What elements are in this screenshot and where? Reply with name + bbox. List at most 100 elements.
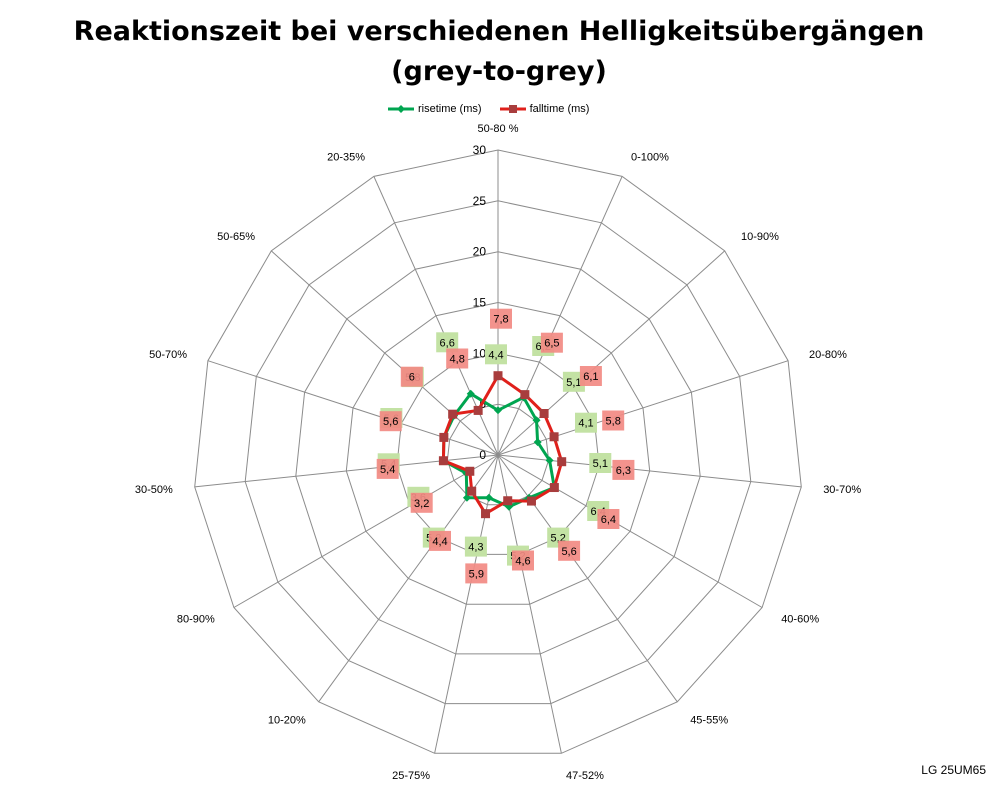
category-label: 30-70% — [823, 484, 861, 496]
category-label: 25-75% — [392, 770, 430, 782]
grid-ring — [194, 149, 802, 754]
svg-text:5,8: 5,8 — [606, 416, 621, 428]
legend-item-risetime: risetime (ms) — [388, 103, 482, 115]
falltime-point — [539, 409, 549, 419]
falltime-data-label: 6,1 — [579, 366, 602, 386]
risetime-data-label: 5,1 — [589, 453, 612, 473]
grid-spoke — [233, 454, 499, 608]
falltime-point — [549, 483, 559, 493]
falltime-data-label: 5,6 — [558, 540, 581, 561]
legend-item-falltime: falltime (ms) — [499, 103, 590, 115]
falltime-data-label: 5,6 — [379, 411, 402, 432]
svg-text:5,6: 5,6 — [383, 416, 398, 428]
category-label: 40-60% — [781, 614, 819, 626]
grid-spoke — [194, 454, 499, 488]
risetime-legend-marker — [388, 105, 414, 113]
risetime-point — [462, 493, 471, 502]
falltime-data-label: 4,4 — [429, 530, 451, 551]
radar-grid — [194, 149, 802, 754]
falltime-point — [526, 496, 536, 506]
falltime-point — [438, 456, 448, 466]
risetime-point — [466, 389, 475, 398]
radial-tick-label: 25 — [473, 194, 487, 208]
grid-ring — [345, 301, 651, 605]
risetime-point — [545, 456, 554, 465]
falltime-data-label: 4,8 — [446, 348, 469, 369]
falltime-data-label: 7,8 — [490, 308, 512, 329]
falltime-data-label: 6,3 — [612, 459, 635, 480]
grid-spoke — [497, 176, 623, 456]
falltime-point — [448, 409, 458, 419]
grid-spoke — [497, 454, 678, 703]
grid-spoke — [497, 360, 789, 456]
falltime-point — [439, 432, 449, 442]
falltime-data-label: 6 — [400, 366, 423, 387]
svg-text:4,3: 4,3 — [468, 542, 483, 554]
svg-text:4,6: 4,6 — [515, 556, 530, 568]
radial-tick-label: 0 — [479, 448, 486, 462]
grid-ring — [244, 200, 752, 705]
risetime-point — [533, 438, 542, 447]
falltime-point — [465, 466, 475, 476]
falltime-data-label: 5,9 — [465, 563, 488, 584]
category-label: 80-90% — [177, 614, 215, 626]
category-label: 20-80% — [809, 349, 847, 361]
chart-legend: risetime (ms) falltime (ms) — [388, 100, 607, 118]
falltime-legend-marker — [499, 105, 526, 113]
risetime-data-label: 4,3 — [464, 536, 487, 557]
radial-tick-label: 10 — [473, 346, 487, 360]
monitor-model-label: LG 25UM65 — [921, 763, 986, 777]
risetime-series — [439, 389, 559, 511]
legend-label-risetime: risetime (ms) — [418, 103, 482, 115]
category-label: 20-35% — [327, 151, 365, 163]
falltime-point — [503, 496, 513, 506]
series-lines — [438, 371, 567, 519]
legend-label-falltime: falltime (ms) — [529, 103, 590, 115]
svg-text:5,6: 5,6 — [561, 546, 576, 558]
chart-title-line-2: (grey-to-grey) — [391, 56, 607, 87]
svg-text:7,8: 7,8 — [493, 314, 508, 326]
category-label: 50-65% — [217, 231, 255, 243]
falltime-point — [549, 432, 559, 442]
falltime-data-label: 5,4 — [376, 458, 399, 479]
falltime-point — [493, 371, 503, 381]
svg-text:3,2: 3,2 — [414, 498, 429, 510]
svg-text:4,1: 4,1 — [578, 418, 593, 430]
svg-text:4,4: 4,4 — [488, 349, 503, 361]
risetime-point — [484, 493, 493, 502]
falltime-point — [467, 486, 477, 496]
chart-title: Reaktionszeit bei verschiedenen Helligke… — [0, 12, 998, 92]
grid-spoke — [270, 250, 499, 456]
falltime-point — [473, 405, 483, 415]
svg-text:6,4: 6,4 — [601, 514, 616, 526]
category-label: 45-55% — [690, 715, 728, 727]
svg-text:5,1: 5,1 — [593, 458, 608, 470]
falltime-data-label: 6,4 — [597, 509, 620, 529]
svg-text:6,3: 6,3 — [616, 465, 631, 477]
svg-text:6,5: 6,5 — [544, 338, 559, 350]
grid-spoke — [207, 360, 499, 456]
falltime-point — [557, 457, 567, 467]
data-labels: 4,46,25,14,15,16,45,25,24,35,23,65,45,65… — [376, 308, 635, 584]
svg-text:5,1: 5,1 — [566, 377, 581, 389]
falltime-data-label: 5,8 — [602, 410, 625, 431]
chart-title-line-1: Reaktionszeit bei verschiedenen Helligke… — [73, 16, 925, 47]
category-label: 47-52% — [566, 770, 604, 782]
series-line — [441, 374, 564, 516]
risetime-point — [532, 416, 541, 425]
grid-spoke — [497, 454, 763, 608]
category-labels: 50-80 % 0-100% 10-90% 20-80% 30-70% 40-60% 45-… — [135, 123, 861, 782]
falltime-data-label: 4,6 — [512, 550, 534, 571]
category-label: 10-20% — [268, 715, 306, 727]
risetime-data-label: 4,1 — [575, 412, 597, 433]
category-label: 30-50% — [135, 484, 173, 496]
category-label: 50-80 % — [478, 123, 519, 135]
risetime-point — [494, 406, 502, 415]
category-label: 10-90% — [741, 231, 779, 243]
category-label: 50-70% — [149, 349, 187, 361]
grid-ring — [396, 352, 600, 555]
svg-text:5,9: 5,9 — [469, 568, 484, 580]
falltime-data-label: 3,2 — [410, 492, 433, 513]
svg-text:4,4: 4,4 — [432, 536, 447, 548]
risetime-data-label: 4,4 — [485, 344, 507, 365]
